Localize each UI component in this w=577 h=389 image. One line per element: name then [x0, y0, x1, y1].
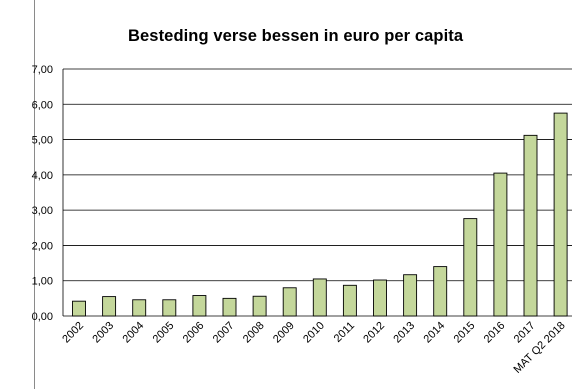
- bar: [463, 218, 478, 317]
- y-tick-label: 4,00: [32, 170, 53, 182]
- bar: [222, 297, 237, 317]
- bar: [72, 300, 86, 317]
- y-tick-label: 7,00: [32, 64, 53, 76]
- bar: [162, 299, 177, 317]
- x-tick-label: 2004: [121, 320, 147, 346]
- bar: [342, 284, 357, 317]
- x-tick-label: 2003: [90, 320, 116, 346]
- y-tick-label: 6,00: [32, 99, 53, 111]
- y-tick-label: 5,00: [32, 135, 53, 147]
- y-tick-label: 2,00: [32, 240, 53, 252]
- bar: [403, 274, 418, 317]
- bar: [373, 279, 387, 317]
- x-tick-label: 2013: [391, 320, 417, 346]
- x-tick-label: 2015: [452, 320, 478, 346]
- x-axis-tick-labels: 2002 2003 2004 2005 2006 2007 2008 2009 2010 2011…: [60, 320, 567, 376]
- x-tick-label: 2014: [422, 320, 448, 346]
- x-tick-label: 2007: [211, 320, 237, 346]
- x-tick-label: 2016: [482, 320, 508, 346]
- chart-title: Besteding verse bessen in euro per capit…: [128, 27, 464, 45]
- bar-series: [72, 112, 568, 317]
- bar: [252, 295, 267, 317]
- x-tick-label: 2010: [301, 320, 327, 346]
- bar: [282, 287, 297, 317]
- y-tick-label: 0,00: [32, 311, 53, 323]
- x-tick-label: 2012: [361, 320, 387, 346]
- bar: [553, 112, 568, 317]
- bar: [312, 278, 327, 317]
- x-tick-label: 2002: [60, 320, 86, 346]
- x-tick-label: 2011: [332, 320, 357, 345]
- y-tick-label: 1,00: [32, 276, 53, 288]
- x-tick-label: 2008: [241, 320, 267, 346]
- y-axis-tick-labels: 0,00 1,00 2,00 3,00 4,00 5,00 6,00 7,00: [32, 64, 53, 323]
- x-tick-label: 2006: [181, 320, 207, 346]
- bar: [493, 172, 508, 317]
- bar: [192, 295, 207, 317]
- bar: [523, 134, 538, 317]
- bar: [132, 299, 147, 317]
- bar: [102, 296, 117, 317]
- x-tick-label: 2005: [151, 320, 177, 346]
- x-tick-label: 2017: [512, 320, 538, 346]
- y-tick-label: 3,00: [32, 205, 53, 217]
- gridlines: [62, 68, 572, 317]
- left-border-line: [34, 0, 35, 389]
- x-tick-label: 2009: [271, 320, 297, 346]
- bar: [433, 266, 448, 317]
